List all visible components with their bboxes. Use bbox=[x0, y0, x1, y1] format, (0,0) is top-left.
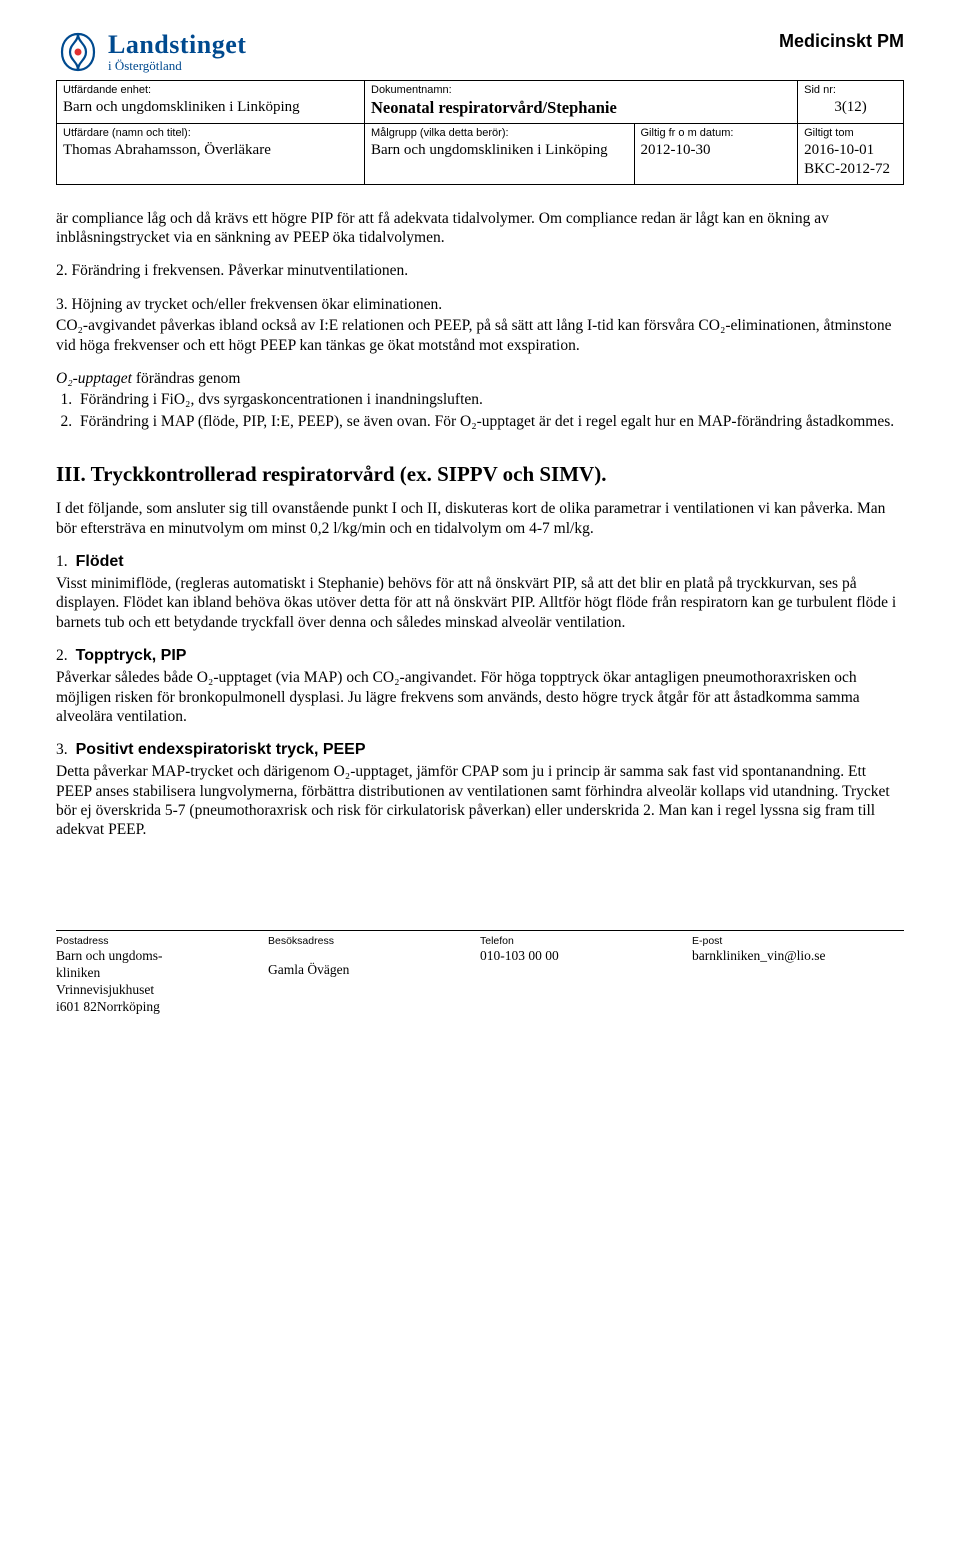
meta-label: Utfärdare (namn och titel): bbox=[63, 127, 358, 141]
list-item: Förändring i FiO₂, dvs syrgaskoncentrati… bbox=[76, 390, 904, 409]
page-footer: Postadress Barn och ungdoms- kliniken Vr… bbox=[56, 930, 904, 1016]
footer-col-visit: Besöksadress Gamla Övägen bbox=[268, 935, 480, 1016]
heading-text: Flödet bbox=[76, 553, 124, 570]
logo: Landstinget i Östergötland bbox=[56, 30, 246, 74]
heading-text: Topptryck, PIP bbox=[76, 647, 187, 664]
footer-value: 010-103 00 00 bbox=[480, 948, 692, 965]
meta-value: Thomas Abrahamsson, Överläkare bbox=[63, 141, 358, 160]
section-heading: III. Tryckkontrollerad respiratorvård (e… bbox=[56, 461, 904, 487]
subsection-heading: 3. Positivt endexspiratoriskt tryck, PEEP bbox=[56, 740, 904, 760]
footer-label: E-post bbox=[692, 935, 904, 948]
paragraph: O₂-upptaget förändras genom bbox=[56, 369, 904, 388]
paragraph: CO₂-avgivandet påverkas ibland också av … bbox=[56, 316, 904, 355]
footer-col-address: Postadress Barn och ungdoms- kliniken Vr… bbox=[56, 935, 268, 1016]
page-header: Landstinget i Östergötland Medicinskt PM bbox=[56, 30, 904, 74]
meta-label: Målgrupp (vilka detta berör): bbox=[371, 127, 628, 141]
doc-code: BKC-2012-72 bbox=[804, 160, 897, 179]
emphasis: O₂-upptaget bbox=[56, 370, 132, 387]
paragraph: Visst minimiflöde, (regleras automatiskt… bbox=[56, 574, 904, 632]
meta-table: Utfärdande enhet: Barn och ungdomsklinik… bbox=[56, 80, 904, 185]
meta-label: Utfärdande enhet: bbox=[63, 84, 358, 98]
heading-number: 1. bbox=[56, 553, 68, 570]
list-item: Förändring i MAP (flöde, PIP, I:E, PEEP)… bbox=[76, 412, 904, 431]
footer-label: Besöksadress bbox=[268, 935, 480, 948]
meta-value: Barn och ungdomskliniken i Linköping bbox=[371, 141, 628, 160]
page-number: 3(12) bbox=[804, 98, 897, 117]
footer-value: Gamla Övägen bbox=[268, 962, 480, 979]
meta-label: Sid nr: bbox=[804, 84, 897, 98]
heading-number: 3. bbox=[56, 741, 68, 758]
footer-label: Postadress bbox=[56, 935, 268, 948]
footer-value: kliniken bbox=[56, 965, 268, 982]
footer-value: barnkliniken_vin@lio.se bbox=[692, 948, 904, 965]
valid-from: 2012-10-30 bbox=[641, 141, 792, 160]
paragraph: Påverkar således både O₂-upptaget (via M… bbox=[56, 668, 904, 726]
valid-to: 2016-10-01 bbox=[804, 141, 897, 160]
paragraph: 2. Förändring i frekvensen. Påverkar min… bbox=[56, 261, 904, 280]
document-body: är compliance låg och då krävs ett högre… bbox=[56, 209, 904, 840]
doc-title: Neonatal respiratorvård/Stephanie bbox=[371, 98, 791, 119]
footer-value: Vrinnevisjukhuset bbox=[56, 982, 268, 999]
heading-text: Positivt endexspiratoriskt tryck, PEEP bbox=[76, 741, 366, 758]
footer-value: Barn och ungdoms- bbox=[56, 948, 268, 965]
meta-value: Barn och ungdomskliniken i Linköping bbox=[63, 98, 358, 117]
subsection-heading: 2. Topptryck, PIP bbox=[56, 646, 904, 666]
footer-col-email: E-post barnkliniken_vin@lio.se bbox=[692, 935, 904, 1016]
footer-label: Telefon bbox=[480, 935, 692, 948]
meta-label: Giltig fr o m datum: bbox=[641, 127, 792, 141]
text: förändras genom bbox=[132, 370, 240, 387]
subsection-heading: 1. Flödet bbox=[56, 552, 904, 572]
logo-sub-text: i Östergötland bbox=[108, 59, 246, 72]
heading-number: 2. bbox=[56, 647, 68, 664]
paragraph: Detta påverkar MAP-trycket och därigenom… bbox=[56, 762, 904, 840]
paragraph: 3. Höjning av trycket och/eller frekvens… bbox=[56, 295, 904, 314]
doc-type-title: Medicinskt PM bbox=[779, 30, 904, 53]
ordered-list: Förändring i FiO₂, dvs syrgaskoncentrati… bbox=[76, 390, 904, 431]
meta-label: Dokumentnamn: bbox=[371, 84, 791, 98]
meta-label: Giltigt tom bbox=[804, 127, 897, 141]
paragraph: I det följande, som ansluter sig till ov… bbox=[56, 499, 904, 538]
logo-icon bbox=[56, 30, 100, 74]
footer-value: i601 82Norrköping bbox=[56, 999, 268, 1016]
logo-main-text: Landstinget bbox=[108, 32, 246, 58]
footer-col-phone: Telefon 010-103 00 00 bbox=[480, 935, 692, 1016]
paragraph: är compliance låg och då krävs ett högre… bbox=[56, 209, 904, 248]
